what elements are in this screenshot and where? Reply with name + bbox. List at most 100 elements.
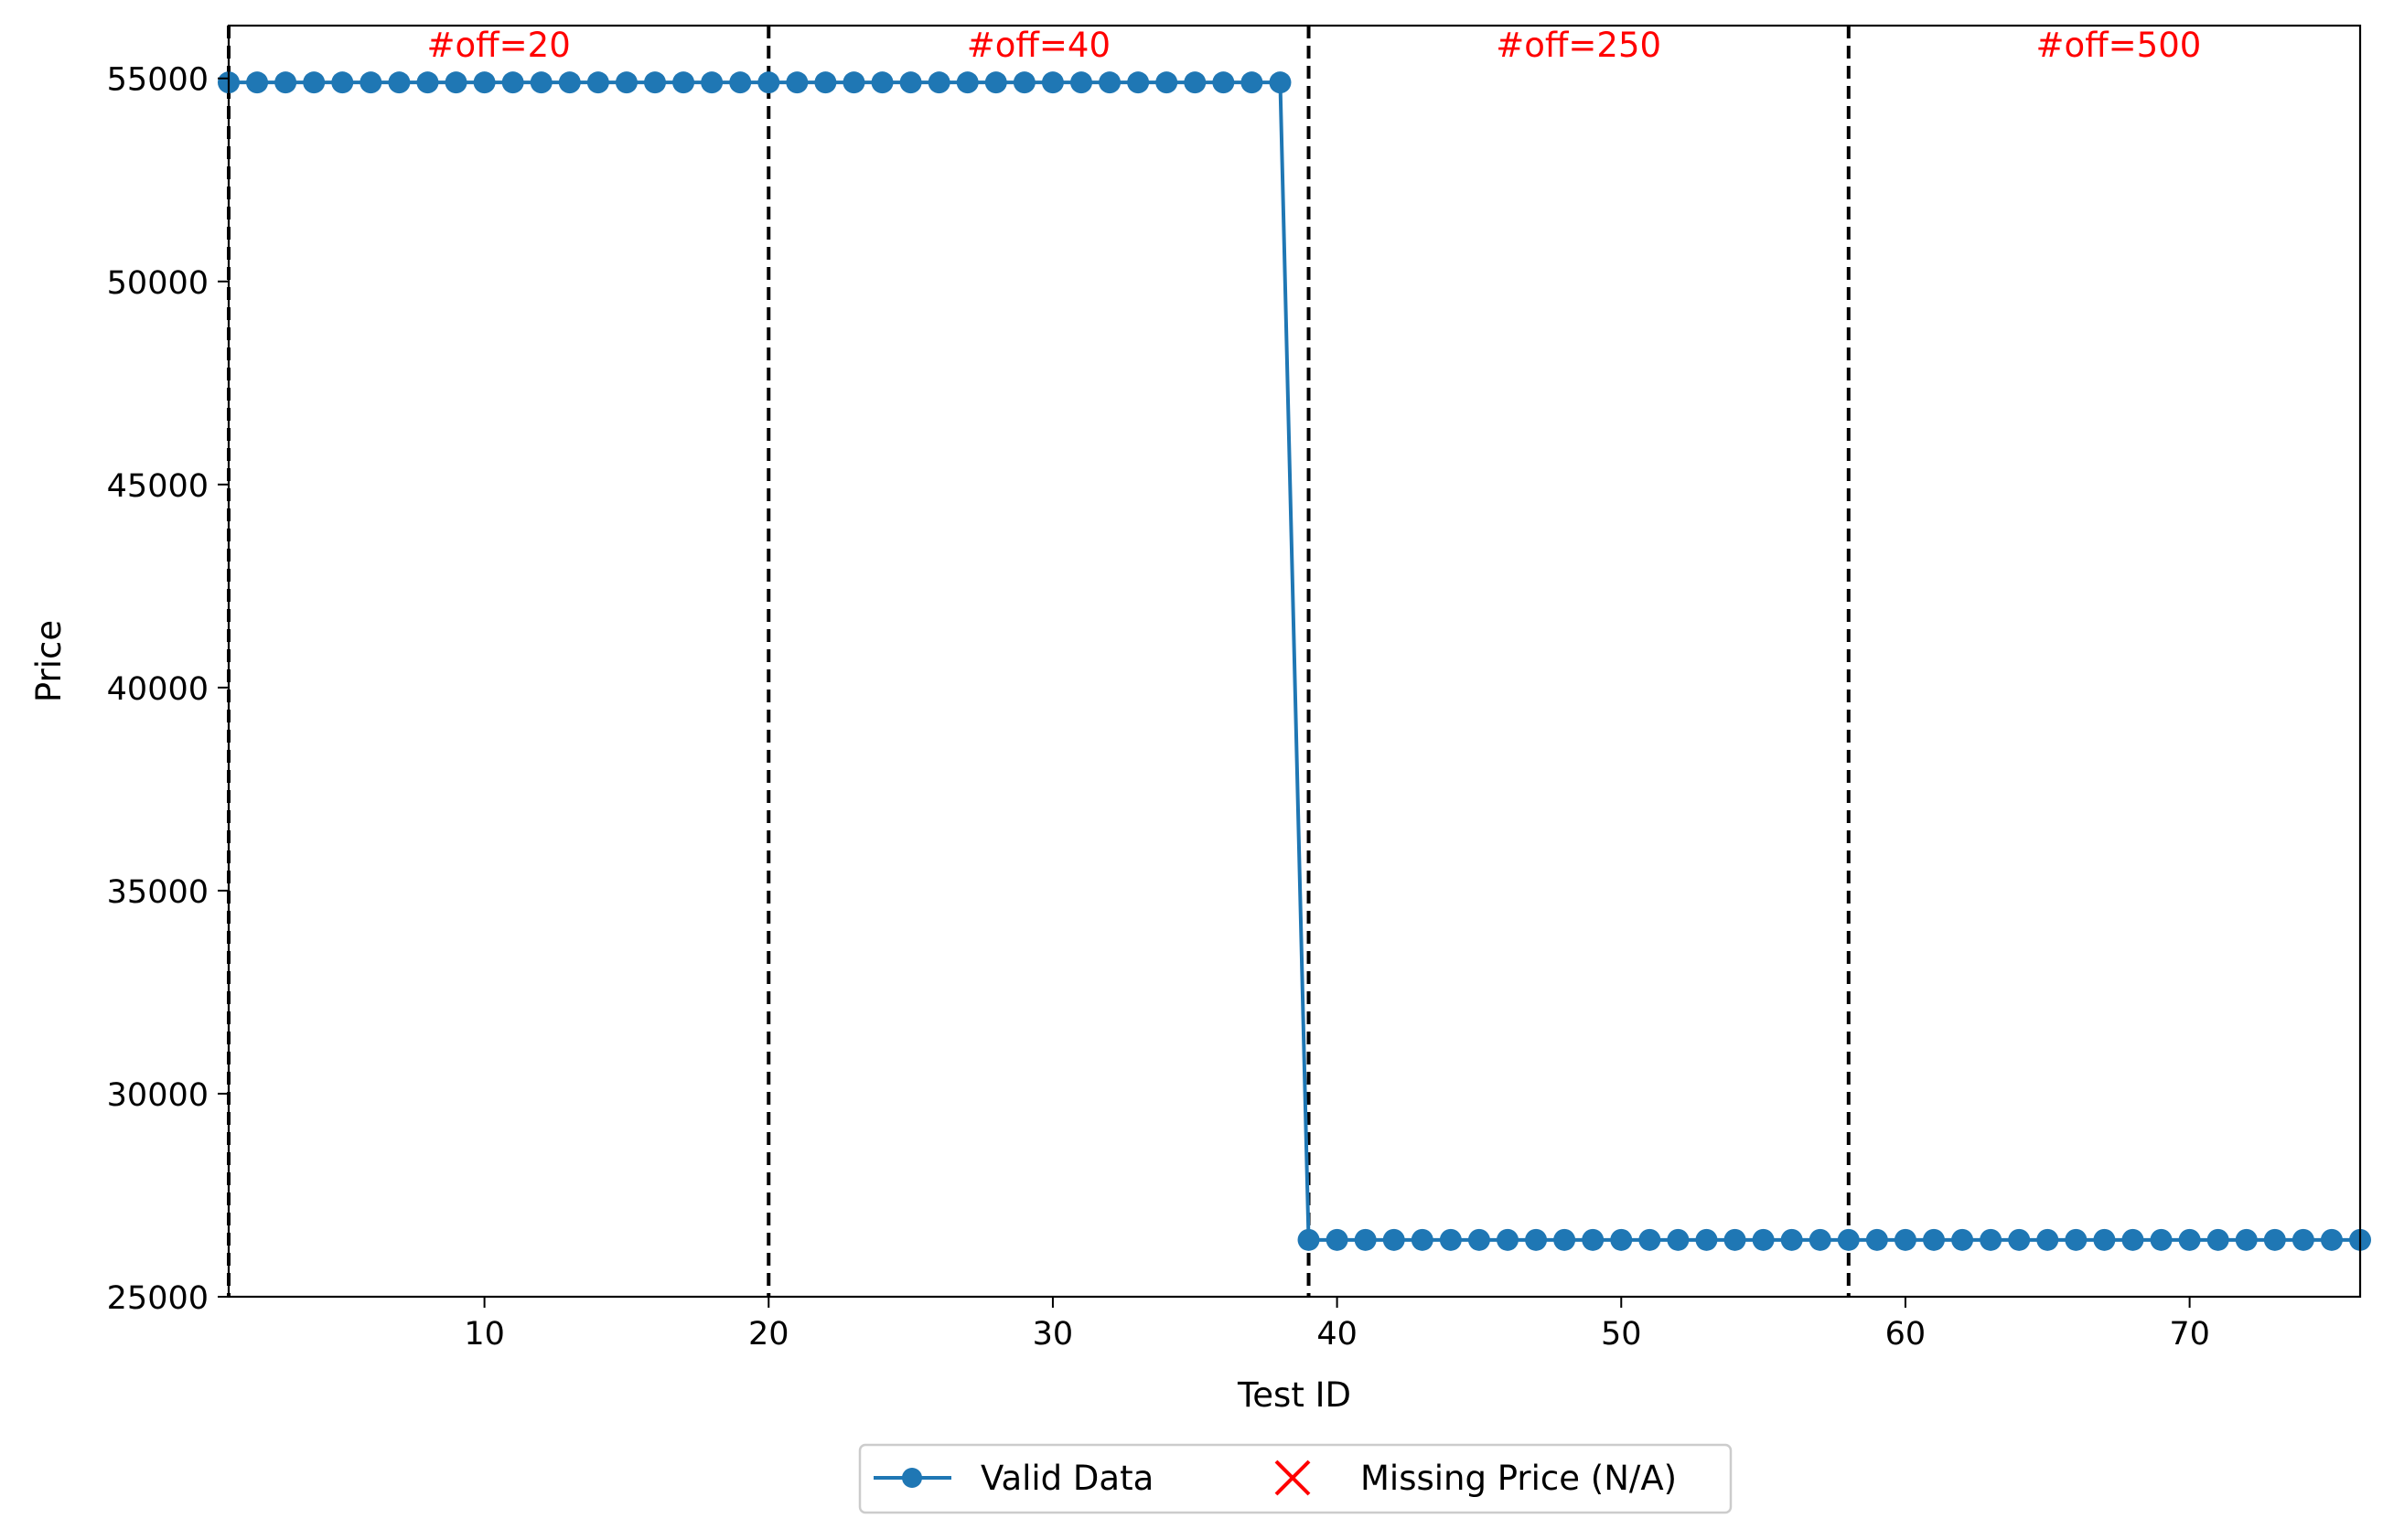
data-point [672,71,695,94]
data-point [1297,1228,1320,1251]
legend: Valid Data Missing Price (N/A) [858,1443,1733,1514]
data-point [1382,1228,1405,1251]
legend-valid-data-label: Valid Data [981,1459,1154,1498]
data-point [615,71,638,94]
x-tick-label: 30 [1033,1316,1074,1353]
y-tick-label: 50000 [107,265,209,302]
legend-x-stroke [1274,1460,1311,1496]
section-annotation: #off=40 [967,26,1111,65]
y-tick-label: 30000 [107,1077,209,1114]
x-tick-label: 60 [1885,1316,1927,1353]
data-point [1184,71,1207,94]
data-point [1582,1228,1605,1251]
data-point [2235,1228,2258,1251]
data-point [1695,1228,1718,1251]
data-point [701,71,724,94]
data-point [1354,1228,1377,1251]
legend-missing-price-x-icon [1274,1460,1311,1496]
data-point [2206,1228,2229,1251]
data-point [2263,1228,2286,1251]
data-point [1127,71,1150,94]
data-point [1923,1228,1945,1251]
data-point [331,71,354,94]
data-point [1723,1228,1746,1251]
data-point [416,71,439,94]
data-point [757,71,780,94]
data-point [729,71,752,94]
y-tick-label: 40000 [107,671,209,708]
legend-valid-data-marker-icon [902,1468,922,1488]
x-axis-label: Test ID [1237,1375,1351,1415]
data-point [2008,1228,2031,1251]
data-point [1809,1228,1831,1251]
data-point [1865,1228,1888,1251]
data-point [1752,1228,1775,1251]
data-point [1269,71,1292,94]
plot-frame [227,24,2362,1299]
data-point [1894,1228,1916,1251]
y-axis-label: Price [29,620,69,702]
x-tick-label: 10 [464,1316,505,1353]
data-point [1155,71,1178,94]
data-point [843,71,865,94]
data-point [1638,1228,1661,1251]
data-point [1326,1228,1348,1251]
data-point [445,71,467,94]
section-annotation: #off=20 [427,26,571,65]
legend-missing-price-label: Missing Price (N/A) [1360,1459,1677,1498]
data-point [246,71,269,94]
data-point [1667,1228,1690,1251]
section-annotation: #off=500 [2036,26,2202,65]
data-point [2292,1228,2314,1251]
data-point [473,71,496,94]
data-point [1013,71,1036,94]
data-point [984,71,1007,94]
data-point [899,71,922,94]
data-point [1610,1228,1633,1251]
series-layer [218,71,2371,1251]
data-point [956,71,979,94]
data-point [1980,1228,2002,1251]
data-point [928,71,950,94]
x-axis: 10 20 30 40 50 60 70 [464,1297,2210,1353]
data-point [1099,71,1122,94]
y-tick-label: 35000 [107,874,209,911]
y-tick-label: 25000 [107,1280,209,1317]
data-point [274,71,297,94]
data-point [644,71,666,94]
data-point [1497,1228,1519,1251]
data-point [2093,1228,2116,1251]
data-point [388,71,411,94]
data-point [786,71,809,94]
data-point [1951,1228,1974,1251]
x-tick-label: 40 [1316,1316,1358,1353]
y-tick-label: 55000 [107,62,209,99]
data-point [1240,71,1263,94]
data-point [2320,1228,2343,1251]
data-point [1525,1228,1548,1251]
data-point [1553,1228,1576,1251]
data-point [1439,1228,1462,1251]
data-point [1070,71,1092,94]
data-point [1041,71,1064,94]
data-point [2065,1228,2088,1251]
data-point [1411,1228,1433,1251]
x-tick-label: 20 [748,1316,789,1353]
section-annotation: #off=250 [1496,26,1661,65]
data-point [2178,1228,2201,1251]
data-point [303,71,326,94]
data-point [2150,1228,2173,1251]
data-point [360,71,382,94]
data-point [2121,1228,2144,1251]
x-tick-label: 50 [1601,1316,1642,1353]
data-point [814,71,837,94]
data-point [1837,1228,1860,1251]
series-line-valid-data [229,80,2360,1242]
data-point [530,71,553,94]
y-axis: 25000 30000 35000 40000 45000 50000 55000 [107,62,229,1317]
y-tick-label: 45000 [107,468,209,505]
data-point [586,71,609,94]
data-point [558,71,581,94]
